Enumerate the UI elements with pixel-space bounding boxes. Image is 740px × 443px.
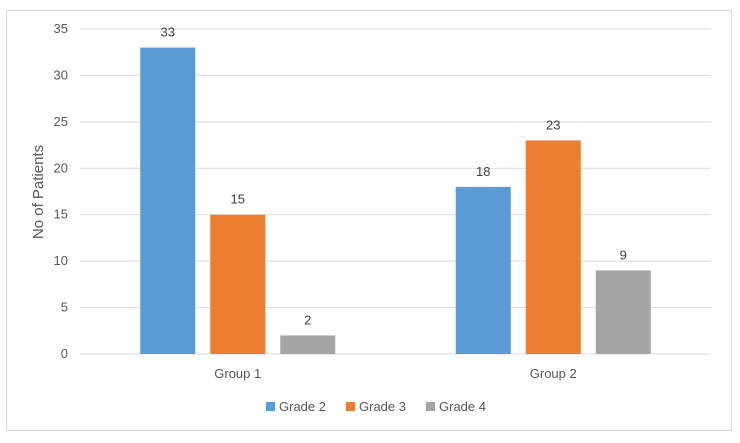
- data-label: 9: [620, 247, 627, 262]
- data-label: 2: [304, 312, 311, 327]
- y-tick-label: 5: [61, 300, 68, 315]
- y-axis-ticks: 0 5 10 15 20 25 30 35: [54, 21, 68, 361]
- legend-swatch: [426, 402, 435, 411]
- legend-swatch: [266, 402, 275, 411]
- y-tick-label: 20: [54, 160, 68, 175]
- data-label: 18: [476, 164, 490, 179]
- bar-grade-3-group-1: [210, 214, 266, 354]
- y-tick-label: 0: [61, 346, 68, 361]
- y-axis-label: No of Patients: [30, 145, 47, 239]
- legend-label: Grade 2: [279, 399, 326, 414]
- legend-label: Grade 3: [359, 399, 406, 414]
- y-tick-label: 15: [54, 207, 68, 222]
- bars: [140, 47, 651, 354]
- data-labels: 33 15 2 18 23 9: [161, 25, 627, 328]
- x-axis-ticks: Group 1 Group 2: [214, 366, 576, 381]
- legend: Grade 2 Grade 3 Grade 4: [266, 399, 486, 414]
- data-label: 15: [231, 192, 245, 207]
- legend-swatch: [346, 402, 355, 411]
- data-label: 33: [161, 25, 175, 40]
- y-tick-label: 25: [54, 114, 68, 129]
- data-label: 23: [546, 117, 560, 132]
- bar-grade-3-group-2: [525, 140, 581, 354]
- y-tick-label: 35: [54, 21, 68, 36]
- y-tick-label: 10: [54, 253, 68, 268]
- x-tick-label: Group 1: [214, 366, 261, 381]
- chart-frame: [6, 10, 732, 431]
- bar-grade-4-group-2: [595, 270, 651, 354]
- bar-grade-2-group-2: [455, 186, 511, 354]
- legend-label: Grade 4: [439, 399, 486, 414]
- bar-grade-4-group-1: [280, 335, 336, 354]
- bar-grade-2-group-1: [140, 47, 196, 354]
- x-tick-label: Group 2: [530, 366, 577, 381]
- y-tick-label: 30: [54, 67, 68, 82]
